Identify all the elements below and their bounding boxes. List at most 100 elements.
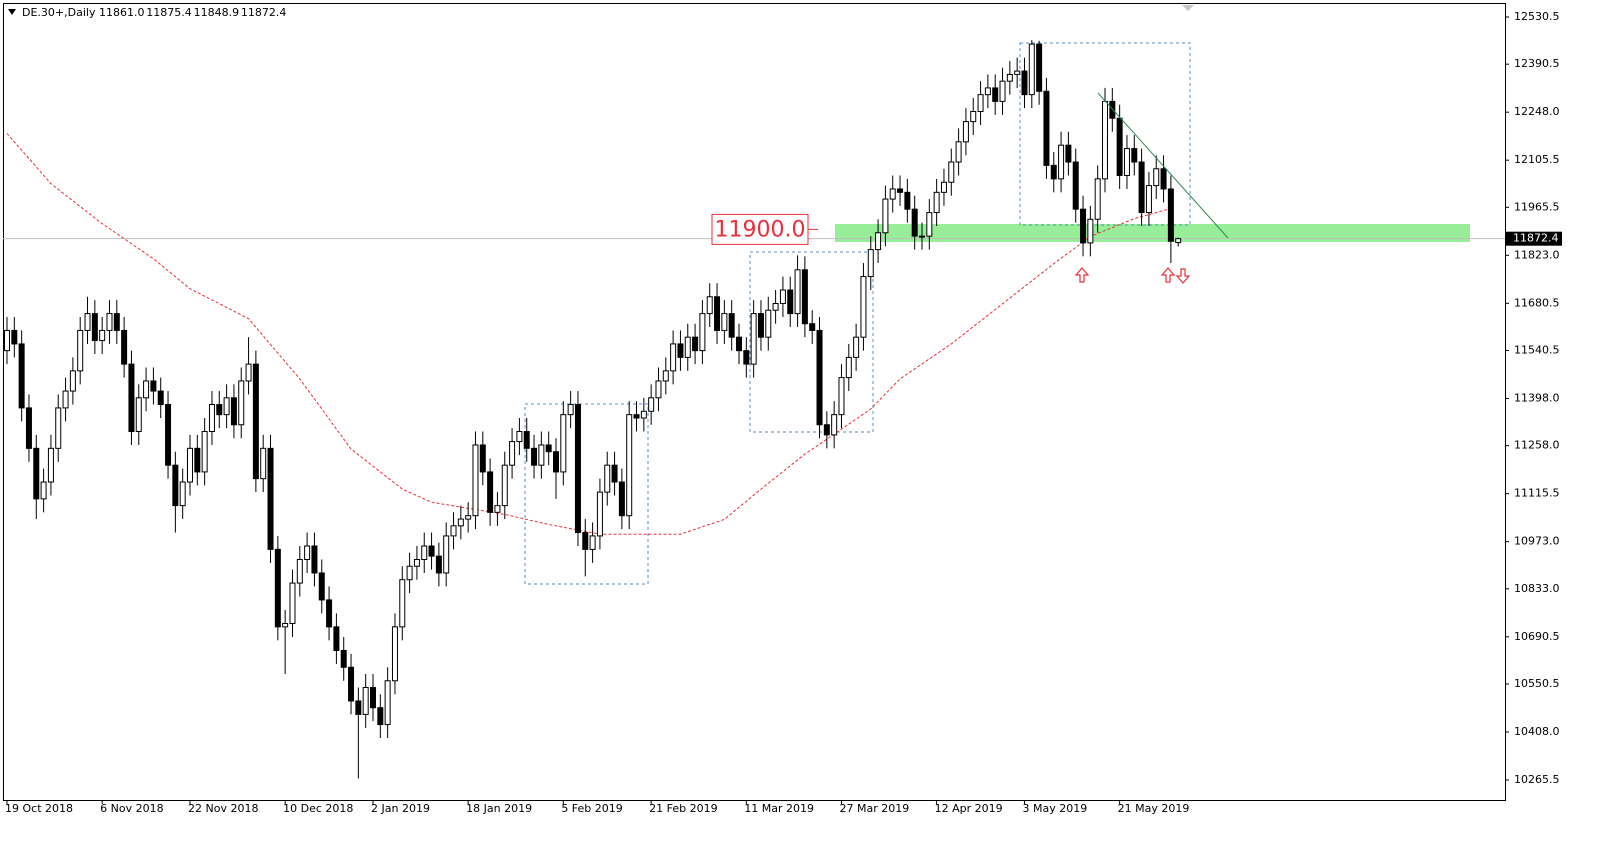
candle-body: [816, 329, 823, 426]
y-tick-label: 11823.0: [1514, 248, 1560, 261]
pattern-box: [524, 403, 649, 585]
candle-body: [633, 414, 640, 419]
y-tick-label: 10550.5: [1514, 677, 1560, 690]
candle-body: [128, 363, 135, 432]
candle-body: [245, 363, 252, 382]
candle-body: [326, 599, 333, 628]
candle-body: [1167, 188, 1174, 242]
candle-body: [699, 313, 706, 352]
y-tick-label: 10408.0: [1514, 725, 1560, 738]
x-tick-label: 11 Mar 2019: [744, 802, 814, 815]
candle-body: [933, 191, 940, 214]
candle-body: [238, 380, 245, 426]
candle-body: [1160, 168, 1167, 190]
candle-body: [1006, 73, 1013, 82]
candle-body: [179, 481, 186, 507]
candle-body: [413, 558, 420, 567]
candle-body: [765, 309, 772, 338]
candle-body: [384, 680, 391, 726]
candle-body: [1116, 117, 1123, 176]
ohlc-value: 11875.4: [146, 6, 192, 19]
candle-body: [201, 430, 208, 473]
candle-body: [567, 404, 574, 416]
overlay: 11900.0: [711, 213, 818, 245]
x-tick-label: 6 Nov 2018: [100, 802, 163, 815]
candle-body: [977, 94, 984, 112]
candle-body: [501, 464, 508, 507]
price-tag-label: 11872.4: [1513, 232, 1559, 245]
candle-body: [1065, 144, 1072, 163]
candle-body: [574, 404, 581, 534]
candle-body: [1123, 148, 1130, 176]
candle-body: [4, 329, 10, 352]
candle-body: [919, 235, 925, 238]
pattern-box: [1019, 42, 1191, 226]
candle-body: [772, 302, 779, 311]
candle-body: [940, 181, 947, 193]
shift-marker: [1182, 5, 1194, 11]
candle-body: [260, 447, 267, 480]
candle-body: [165, 404, 172, 466]
candle-body: [831, 414, 838, 436]
candle-body: [845, 356, 852, 379]
annotation-box: [711, 213, 809, 245]
candle-body: [370, 686, 376, 709]
candle-body: [1138, 161, 1145, 214]
down-arrow: [1175, 268, 1191, 284]
plot-frame: [3, 3, 1506, 801]
y-tick-label: 12105.5: [1514, 153, 1560, 166]
candle-body: [992, 87, 999, 102]
candle-body: [838, 377, 845, 416]
candle-body: [252, 363, 259, 480]
candle-body: [143, 380, 150, 399]
candle-body: [1102, 100, 1108, 180]
candle-body: [984, 87, 991, 96]
candle-body: [77, 329, 84, 372]
candle-body: [779, 289, 786, 304]
candle-body: [875, 232, 882, 251]
candle-body: [318, 572, 325, 601]
candle-body: [882, 198, 889, 234]
candle-body: [267, 447, 274, 550]
candle-body: [296, 558, 303, 584]
y-tick-label: 10833.0: [1514, 582, 1560, 595]
candle-body: [670, 343, 677, 372]
candle-body: [55, 407, 62, 449]
candle-body: [948, 161, 955, 183]
candle-body: [523, 430, 530, 449]
candle-body: [435, 555, 442, 574]
candle-body: [84, 313, 91, 331]
candle-body: [509, 441, 516, 466]
candle-body: [677, 343, 684, 358]
candle-body: [150, 380, 157, 392]
candle-body: [472, 444, 479, 517]
x-tick-label: 27 Mar 2019: [839, 802, 909, 815]
candle-body: [897, 188, 904, 193]
y-tick-label: 10265.5: [1514, 773, 1560, 786]
candle-body: [999, 80, 1006, 102]
candle-body: [377, 707, 384, 726]
candle-body: [684, 336, 691, 358]
candle-body: [11, 329, 18, 345]
candle-body: [311, 545, 318, 574]
up-arrow: [1074, 267, 1090, 283]
x-tick-label: 10 Dec 2018: [283, 802, 353, 815]
candle-body: [1109, 100, 1116, 119]
y-tick-label: 10973.0: [1514, 535, 1560, 548]
candle-body: [809, 323, 816, 331]
candle-body: [618, 481, 625, 517]
menu-triangle[interactable]: [8, 9, 16, 15]
candle-body: [531, 447, 538, 466]
candle-body: [1050, 164, 1057, 180]
candle-body: [962, 121, 969, 143]
candle-body: [421, 545, 428, 560]
candle-body: [582, 532, 589, 550]
candle-body: [736, 336, 742, 352]
candle-body: [121, 329, 128, 365]
candle-body: [1153, 168, 1160, 187]
support-zone: [835, 224, 1470, 242]
x-tick-label: 5 Feb 2019: [561, 802, 622, 815]
annotation-label: 11900.0: [715, 217, 806, 242]
